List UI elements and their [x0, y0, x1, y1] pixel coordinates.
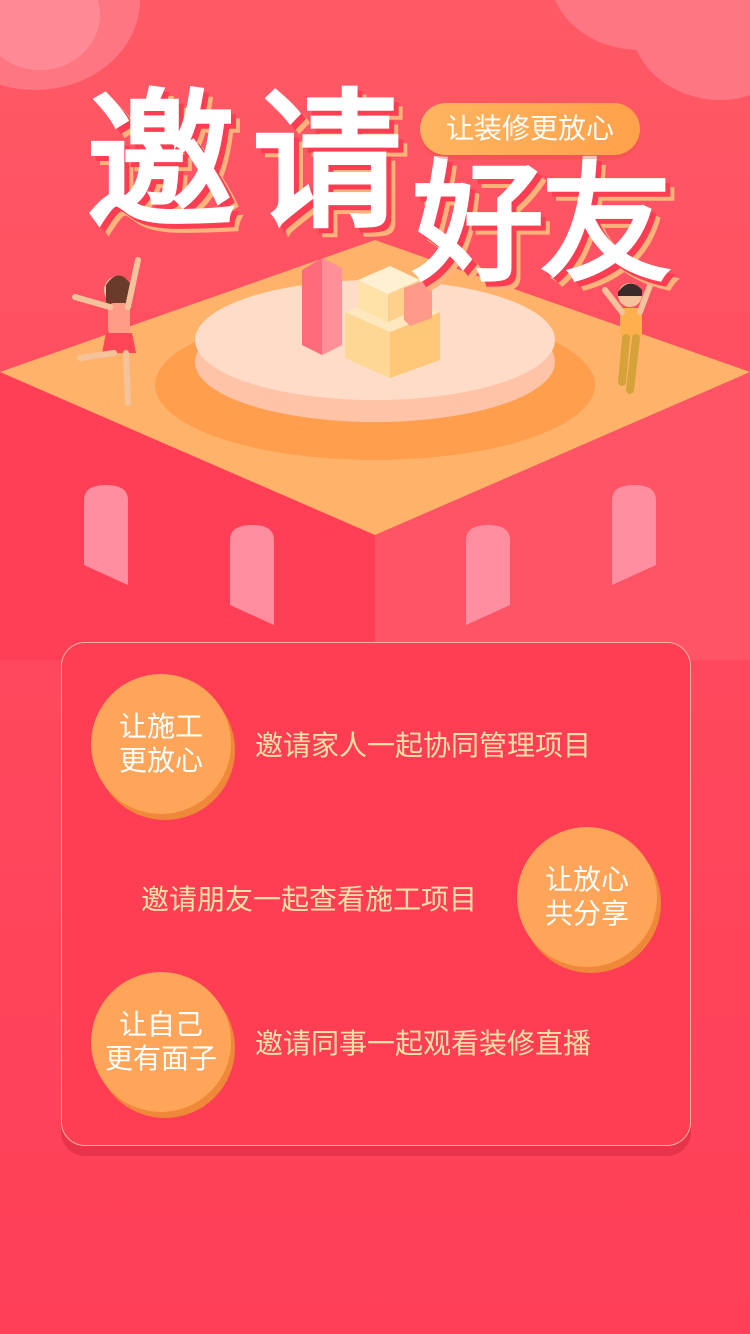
- title-char-3: 好: [412, 147, 544, 301]
- badge-line: 让放心: [544, 863, 629, 896]
- man-figure: [602, 277, 655, 394]
- feature-badge: 让施工 更放心: [91, 674, 231, 814]
- isometric-building-illustration: [0, 240, 750, 660]
- badge-line: 共分享: [544, 897, 629, 930]
- slogan-badge: 让装修更放心: [420, 103, 640, 155]
- feature-badge: 让放心 共分享: [517, 827, 657, 967]
- feature-text: 邀请同事一起观看装修直播: [255, 1027, 592, 1060]
- feature-badge: 让自己 更有面子: [91, 972, 231, 1112]
- title-char-1: 邀: [86, 76, 237, 250]
- title-char-4: 友: [540, 147, 672, 301]
- badge-line: 让自己: [118, 1008, 203, 1041]
- feature-text: 邀请朋友一起查看施工项目: [141, 883, 478, 916]
- feature-card: 让施工 更放心 邀请家人一起协同管理项目 邀请朋友一起查看施工项目 让放心 共分…: [61, 642, 691, 1146]
- badge-line: 让施工: [118, 710, 203, 743]
- badge-line: 更放心: [118, 744, 203, 777]
- title-char-2: 请: [252, 76, 403, 250]
- feature-text: 邀请家人一起协同管理项目: [255, 729, 592, 762]
- woman-figure: [72, 257, 141, 406]
- badge-line: 更有面子: [104, 1042, 217, 1075]
